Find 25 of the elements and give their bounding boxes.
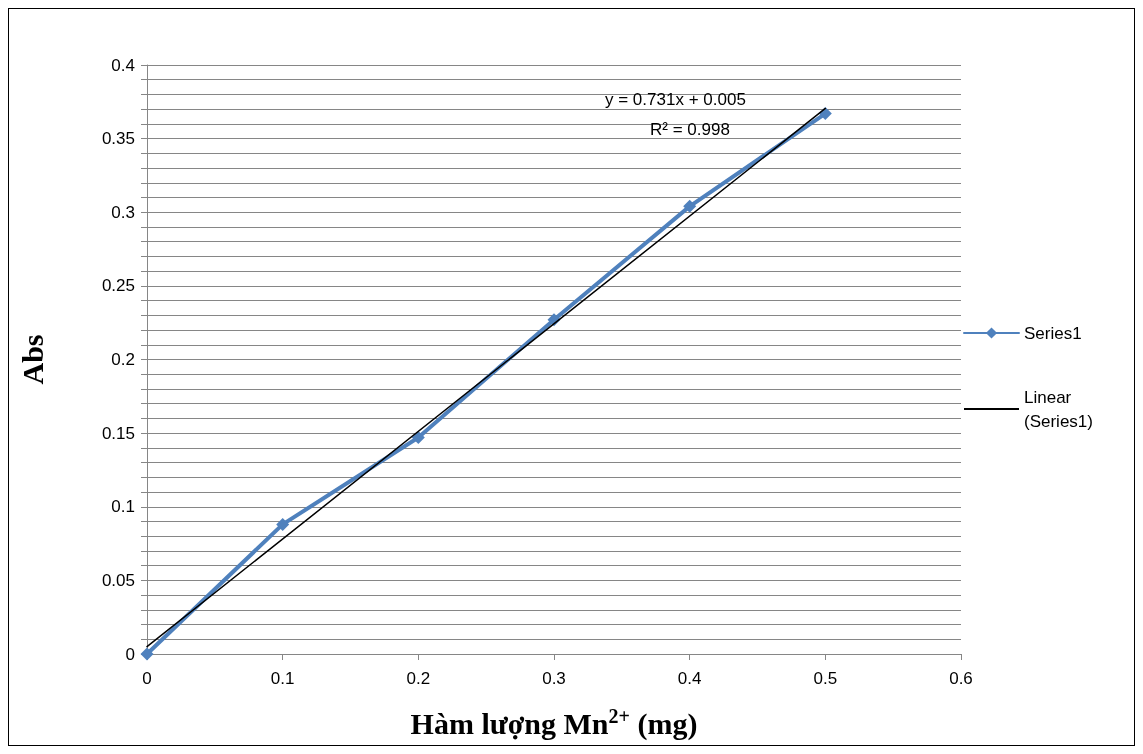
y-tick-label: 0 — [125, 644, 135, 664]
point — [276, 517, 290, 531]
y-tick-label: 0.2 — [111, 350, 135, 369]
y-tick-label: 0.3 — [111, 202, 135, 222]
point — [683, 199, 697, 213]
y-tick-label: 0.25 — [101, 276, 135, 296]
y-axis-title: Abs — [15, 334, 49, 385]
point — [140, 647, 154, 661]
x-tick-label: 0.2 — [406, 669, 431, 688]
x-tick-label: 0.3 — [542, 669, 566, 688]
x-tick-label: 0.4 — [677, 669, 702, 688]
x-tick-label: 0.5 — [813, 669, 838, 688]
x-tick-label: 0.1 — [270, 669, 295, 688]
y-tick-label: 0.05 — [101, 570, 135, 590]
x-tick-label: 0 — [142, 669, 152, 688]
y-tick-label: 0.1 — [111, 497, 135, 517]
legend-label: Series1 — [1024, 323, 1082, 343]
x-tick-label: 0.6 — [949, 669, 973, 688]
annotation: y = 0.731x + 0.005 — [605, 90, 746, 110]
point — [411, 431, 425, 445]
y-tick-label: 0.4 — [111, 55, 135, 75]
annotation: R² = 0.998 — [650, 120, 730, 140]
y-tick-label: 0.35 — [101, 129, 135, 149]
legend-label: Linear (Series1) — [1024, 387, 1093, 431]
y-tick-label: 0.15 — [101, 423, 135, 443]
